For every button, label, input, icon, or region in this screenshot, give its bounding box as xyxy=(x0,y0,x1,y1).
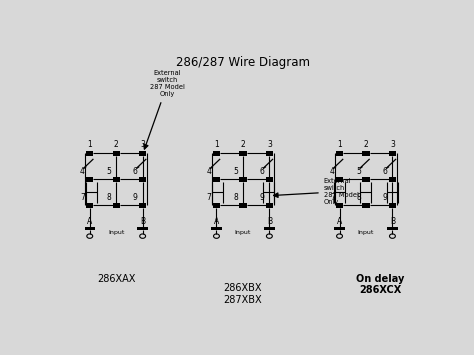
Text: 9: 9 xyxy=(260,193,264,202)
Bar xyxy=(389,151,396,156)
Text: Input: Input xyxy=(235,230,251,235)
Text: 286XBX
287XBX: 286XBX 287XBX xyxy=(224,283,262,305)
Text: 286/287 Wire Diagram: 286/287 Wire Diagram xyxy=(176,56,310,69)
Text: 9: 9 xyxy=(133,193,138,202)
Text: On delay
286XCX: On delay 286XCX xyxy=(356,274,405,295)
Bar xyxy=(139,202,146,208)
Bar xyxy=(362,202,370,208)
Text: A: A xyxy=(87,217,92,226)
Text: 1: 1 xyxy=(337,141,342,149)
Bar xyxy=(266,176,273,182)
Text: 3: 3 xyxy=(140,141,145,149)
Text: Input: Input xyxy=(358,230,374,235)
Bar xyxy=(213,202,220,208)
Bar xyxy=(86,176,93,182)
Text: 1: 1 xyxy=(214,141,219,149)
Bar xyxy=(213,151,220,156)
Bar xyxy=(336,176,343,182)
Bar xyxy=(137,227,148,230)
Bar xyxy=(334,227,345,230)
Text: 5: 5 xyxy=(233,167,238,176)
Bar xyxy=(336,151,343,156)
Bar xyxy=(239,202,246,208)
Text: 4: 4 xyxy=(207,167,212,176)
Bar xyxy=(362,151,370,156)
Bar xyxy=(264,227,274,230)
Text: 2: 2 xyxy=(114,141,118,149)
Text: A: A xyxy=(214,217,219,226)
Bar xyxy=(112,202,120,208)
Text: 8: 8 xyxy=(107,193,111,202)
Text: 5: 5 xyxy=(107,167,111,176)
Text: 2: 2 xyxy=(364,141,368,149)
Bar xyxy=(239,151,246,156)
Bar xyxy=(86,151,93,156)
Bar xyxy=(213,176,220,182)
Bar xyxy=(211,227,222,230)
Text: External
switch
287 Model
Only: External switch 287 Model Only xyxy=(144,70,185,149)
Bar xyxy=(266,151,273,156)
Text: Input: Input xyxy=(108,230,124,235)
Text: 6: 6 xyxy=(133,167,138,176)
Text: 6: 6 xyxy=(260,167,264,176)
Text: 7: 7 xyxy=(207,193,212,202)
Text: A: A xyxy=(337,217,342,226)
Text: 9: 9 xyxy=(383,193,388,202)
Text: B: B xyxy=(140,217,145,226)
Text: 5: 5 xyxy=(356,167,361,176)
Text: B: B xyxy=(267,217,272,226)
Text: 8: 8 xyxy=(233,193,238,202)
Bar xyxy=(112,176,120,182)
Text: 4: 4 xyxy=(80,167,85,176)
Text: External
switch
287 Model
Only: External switch 287 Model Only xyxy=(273,178,359,205)
Bar xyxy=(389,202,396,208)
Bar xyxy=(139,176,146,182)
Bar xyxy=(84,227,95,230)
Text: 3: 3 xyxy=(390,141,395,149)
Text: 2: 2 xyxy=(240,141,246,149)
Bar xyxy=(362,176,370,182)
Text: 7: 7 xyxy=(80,193,85,202)
Text: B: B xyxy=(390,217,395,226)
Text: 8: 8 xyxy=(356,193,361,202)
Text: 286XAX: 286XAX xyxy=(97,274,136,284)
Text: 6: 6 xyxy=(383,167,388,176)
Bar xyxy=(387,227,398,230)
Bar xyxy=(266,202,273,208)
Text: 4: 4 xyxy=(330,167,335,176)
Text: 3: 3 xyxy=(267,141,272,149)
Bar xyxy=(239,176,246,182)
Bar xyxy=(336,202,343,208)
Text: 7: 7 xyxy=(330,193,335,202)
Bar xyxy=(112,151,120,156)
Bar xyxy=(139,151,146,156)
Bar xyxy=(86,202,93,208)
Bar xyxy=(389,176,396,182)
Text: 1: 1 xyxy=(87,141,92,149)
